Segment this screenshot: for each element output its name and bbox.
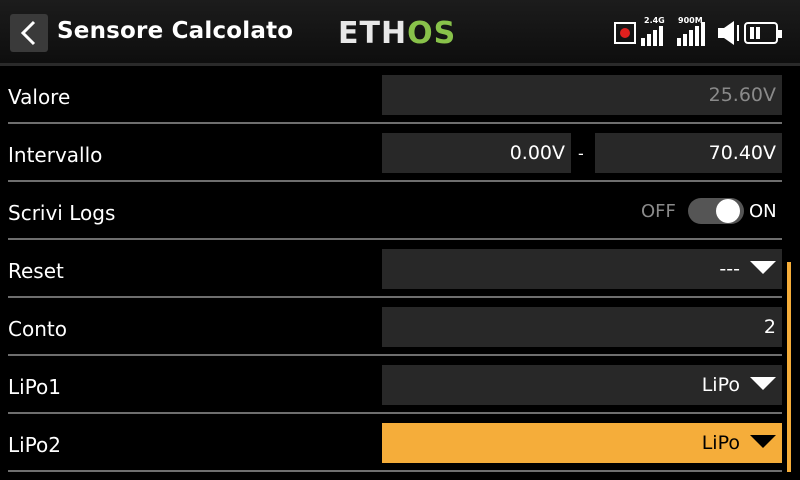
chevron-down-icon bbox=[750, 261, 776, 274]
header-bar: Sensore Calcolato ETHOS 2.4G 900M bbox=[0, 0, 800, 66]
row-divider bbox=[8, 412, 782, 414]
lipo1-dropdown[interactable]: LiPo bbox=[382, 365, 782, 405]
speaker-icon bbox=[718, 21, 739, 45]
signal-2-4g-label: 2.4G bbox=[644, 16, 665, 25]
intervallo-min-field[interactable]: 0.00V bbox=[382, 133, 571, 173]
header-divider bbox=[0, 63, 800, 66]
ethos-logo: ETHOS bbox=[338, 16, 457, 51]
lipo2-value: LiPo bbox=[701, 432, 740, 454]
valore-field: 25.60V bbox=[382, 75, 782, 115]
row-divider bbox=[8, 180, 782, 182]
back-button[interactable] bbox=[10, 14, 48, 52]
reset-value: --- bbox=[719, 258, 740, 280]
toggle-knob[interactable] bbox=[716, 199, 740, 223]
scrivi-logs-label: Scrivi Logs bbox=[8, 201, 116, 225]
valore-label: Valore bbox=[8, 85, 71, 109]
intervallo-separator: - bbox=[578, 144, 584, 163]
chevron-down-icon bbox=[750, 377, 776, 390]
row-divider bbox=[8, 354, 782, 356]
signal-2-4g-icon bbox=[641, 26, 663, 46]
back-icon bbox=[20, 20, 36, 46]
scrollbar[interactable] bbox=[787, 262, 791, 472]
row-divider bbox=[8, 238, 782, 240]
row-divider bbox=[8, 470, 782, 472]
lipo1-label: LiPo1 bbox=[8, 375, 62, 399]
intervallo-max-field[interactable]: 70.40V bbox=[595, 133, 782, 173]
reset-dropdown[interactable]: --- bbox=[382, 249, 782, 289]
battery-icon bbox=[744, 22, 782, 44]
toggle-on-label: ON bbox=[749, 201, 777, 222]
lipo2-label: LiPo2 bbox=[8, 433, 62, 457]
record-icon bbox=[614, 22, 636, 44]
page-title: Sensore Calcolato bbox=[57, 18, 294, 44]
reset-label: Reset bbox=[8, 259, 64, 283]
signal-900m-icon bbox=[677, 22, 705, 46]
row-divider bbox=[8, 122, 782, 124]
lipo2-dropdown[interactable]: LiPo bbox=[382, 423, 782, 463]
chevron-down-icon bbox=[750, 435, 776, 448]
row-divider bbox=[8, 296, 782, 298]
signal-900m-label: 900M bbox=[678, 16, 703, 25]
conto-field[interactable]: 2 bbox=[382, 307, 782, 347]
conto-label: Conto bbox=[8, 317, 67, 341]
intervallo-label: Intervallo bbox=[8, 143, 103, 167]
lipo1-value: LiPo bbox=[701, 374, 740, 396]
toggle-off-label: OFF bbox=[641, 201, 676, 222]
